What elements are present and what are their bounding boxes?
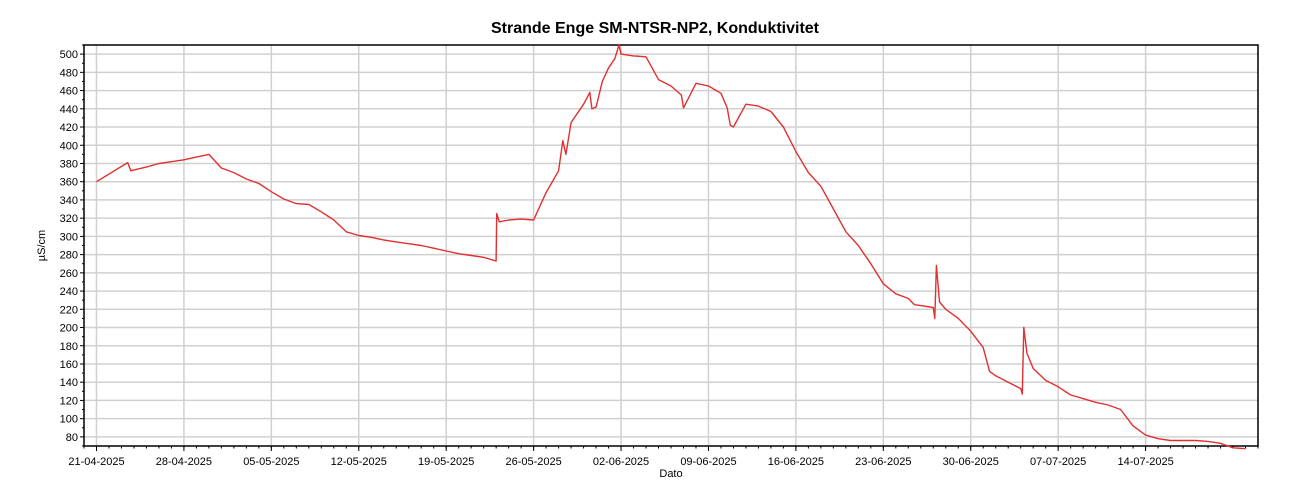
y-tick-label: 460 [60,86,78,98]
y-tick-label: 480 [60,67,78,79]
x-tick-label: 21-04-2025 [68,456,124,468]
x-tick-label: 02-06-2025 [593,456,649,468]
x-tick-label: 30-06-2025 [943,456,999,468]
y-tick-label: 320 [60,213,78,225]
y-tick-label: 380 [60,158,78,170]
y-tick-label: 100 [60,414,78,426]
y-tick-label: 180 [60,341,78,353]
y-tick-label: 280 [60,250,78,262]
x-tick-label: 26-05-2025 [505,456,561,468]
x-tick-label: 07-07-2025 [1030,456,1086,468]
y-axis-label: µS/cm [36,230,48,261]
y-tick-label: 240 [60,286,78,298]
x-tick-label: 12-05-2025 [331,456,387,468]
y-tick-label: 300 [60,231,78,243]
x-axis-label: Dato [659,468,682,480]
y-tick-label: 340 [60,195,78,207]
y-tick-label: 360 [60,177,78,189]
x-tick-label: 19-05-2025 [418,456,474,468]
y-tick-label: 420 [60,122,78,134]
x-tick-label: 16-06-2025 [768,456,824,468]
chart-title: Strande Enge SM-NTSR-NP2, Konduktivitet [490,20,820,37]
y-tick-label: 440 [60,104,78,116]
y-tick-label: 400 [60,140,78,152]
plot-area-frame [83,44,1259,447]
y-tick-label: 500 [60,49,78,61]
x-tick-label: 23-06-2025 [855,456,911,468]
x-tick-label: 09-06-2025 [680,456,736,468]
y-tick-label: 140 [60,377,78,389]
y-tick-label: 260 [60,268,78,280]
y-tick-label: 220 [60,304,78,316]
conductivity-line [96,44,1246,450]
x-tick-label: 14-07-2025 [1117,456,1173,468]
y-tick-label: 200 [60,323,78,335]
x-tick-label: 28-04-2025 [156,456,212,468]
y-tick-label: 120 [60,395,78,407]
y-tick-label: 80 [66,432,78,444]
x-tick-label: 05-05-2025 [243,456,299,468]
y-tick-label: 160 [60,359,78,371]
